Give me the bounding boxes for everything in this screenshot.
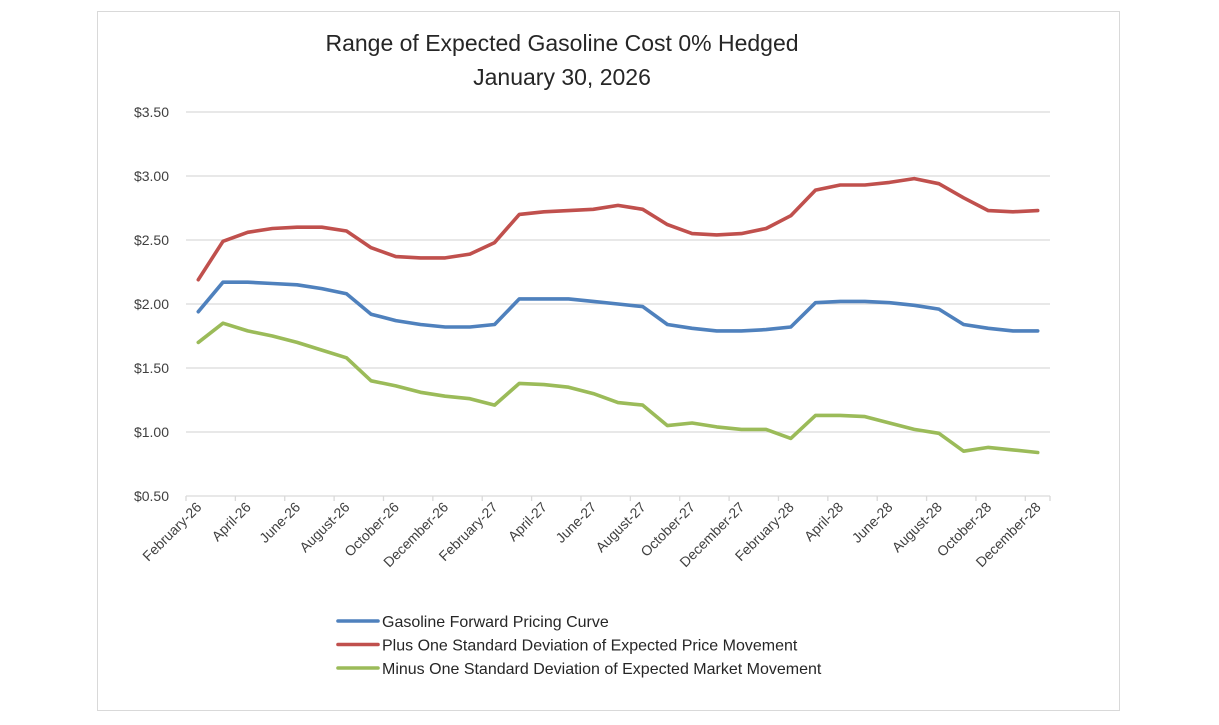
chart-frame (97, 11, 1120, 711)
y-tick-label: $0.50 (134, 488, 169, 504)
chart-title: Range of Expected Gasoline Cost 0% Hedge… (325, 30, 798, 90)
legend-label: Gasoline Forward Pricing Curve (382, 614, 609, 631)
series-lines (196, 176, 1040, 455)
y-tick-label: $2.50 (134, 232, 169, 248)
x-tick-label: February-26 (139, 499, 204, 564)
legend-item: Minus One Standard Deviation of Expected… (336, 661, 822, 678)
legend-item: Gasoline Forward Pricing Curve (336, 614, 609, 631)
chart-title-line-2: January 30, 2026 (473, 64, 651, 90)
y-tick-label: $1.50 (134, 360, 169, 376)
x-tick-label: June-27 (552, 499, 599, 546)
y-tick-label: $2.00 (134, 296, 169, 312)
gridlines (186, 111, 1050, 497)
y-tick-label: $3.00 (134, 168, 169, 184)
series-line-1 (196, 280, 1040, 333)
series-line-2 (196, 176, 1040, 282)
legend-label: Minus One Standard Deviation of Expected… (382, 661, 822, 678)
legend: Gasoline Forward Pricing Curve Plus One S… (336, 614, 822, 678)
y-tick-label: $1.00 (134, 424, 169, 440)
chart-title-line-1: Range of Expected Gasoline Cost 0% Hedge… (325, 30, 798, 56)
y-axis: $0.50 $1.00 $1.50 $2.00 $2.50 $3.00 $3.50 (134, 104, 169, 504)
series-line-3 (196, 321, 1040, 455)
x-tick-label: April-28 (801, 499, 847, 545)
y-tick-label: $3.50 (134, 104, 169, 120)
legend-item: Plus One Standard Deviation of Expected … (336, 638, 798, 655)
legend-label: Plus One Standard Deviation of Expected … (382, 638, 798, 655)
x-tick-label: June-28 (849, 499, 896, 546)
x-tick-label: June-26 (256, 499, 303, 546)
x-tick-label: April-26 (208, 499, 254, 545)
x-tick-label: April-27 (505, 499, 551, 545)
x-axis: February-26 April-26 June-26August-26Octob… (139, 496, 1051, 570)
